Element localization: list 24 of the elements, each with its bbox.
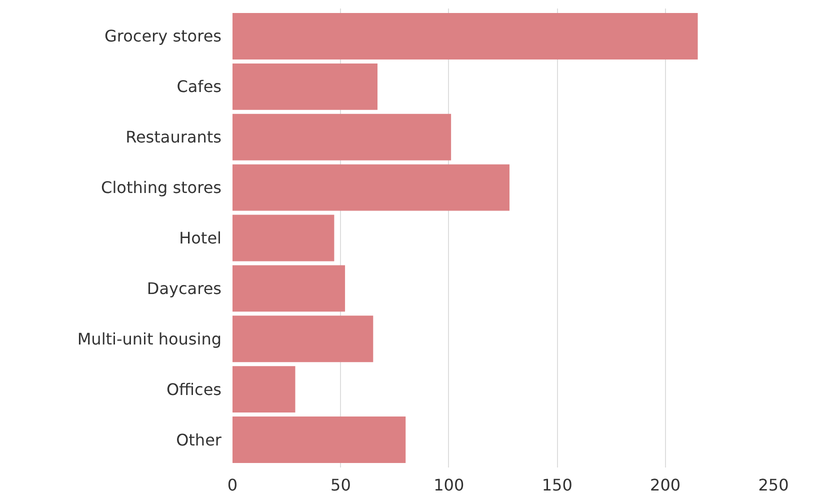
x-tick-label: 50: [330, 476, 351, 494]
bar: [232, 164, 510, 211]
y-tick-label: Daycares: [146, 278, 222, 298]
y-tick-label: Grocery stores: [104, 26, 222, 46]
y-tick-label: Hotel: [179, 228, 222, 248]
bar: [232, 214, 334, 262]
y-tick-label: Multi-unit housing: [77, 329, 222, 348]
bar: [232, 114, 452, 160]
x-tick-label: 250: [758, 476, 789, 494]
bar: [232, 366, 296, 413]
x-tick-label: 150: [542, 476, 572, 494]
bar: [232, 13, 698, 60]
y-tick-label: Restaurants: [126, 128, 222, 147]
bar: [232, 265, 346, 312]
y-tick-label: Clothing stores: [101, 178, 222, 198]
y-tick-label: Other: [176, 430, 222, 450]
y-tick-label: Cafes: [176, 77, 222, 96]
x-tick-label: 200: [650, 476, 681, 494]
x-tick-label: 100: [434, 476, 464, 494]
y-tick-label: Offices: [166, 380, 222, 399]
x-tick-label: 0: [227, 476, 238, 494]
bar: [232, 63, 378, 110]
bar: [232, 416, 406, 463]
bar: [232, 316, 374, 362]
